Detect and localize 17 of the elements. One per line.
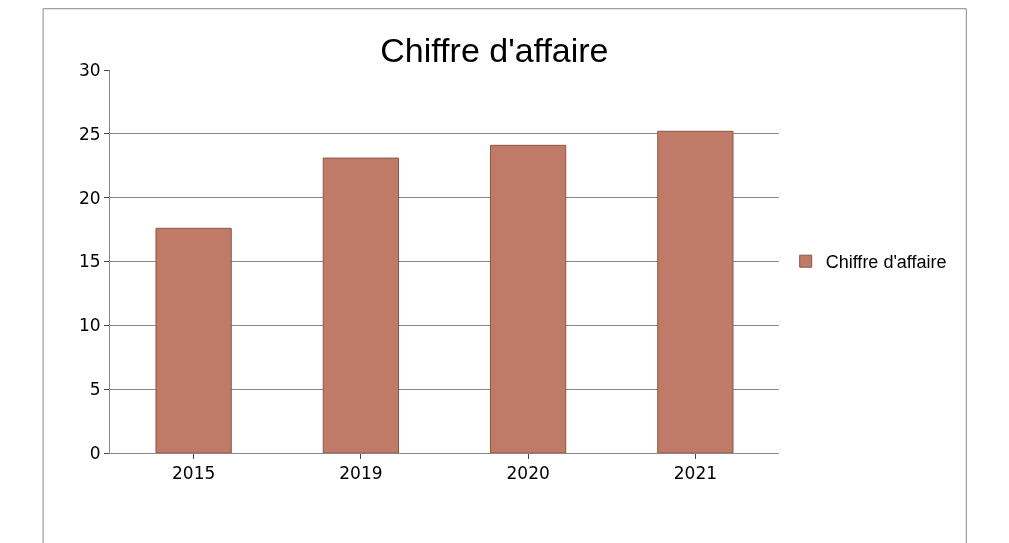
y-tick-label: 0: [89, 442, 101, 463]
bar: [322, 157, 400, 453]
x-tick-label: 2021: [673, 463, 718, 484]
bar: [155, 227, 232, 453]
y-tick-label: 20: [78, 187, 101, 208]
x-tick-label: 2020: [506, 463, 550, 484]
chart-title: Chiffre d'affaire: [380, 30, 609, 69]
y-tick-label: 25: [78, 123, 101, 144]
legend-label: Chiffre d'affaire: [825, 252, 947, 273]
y-tick-label: 10: [78, 315, 101, 336]
y-tick-label: 5: [89, 379, 101, 400]
y-tick-label: 15: [78, 251, 101, 272]
x-tick-label: 2015: [172, 463, 216, 484]
bar: [489, 144, 567, 453]
bar: [657, 130, 734, 453]
x-tick-label: 2019: [339, 463, 383, 484]
y-tick-label: 30: [78, 59, 101, 80]
